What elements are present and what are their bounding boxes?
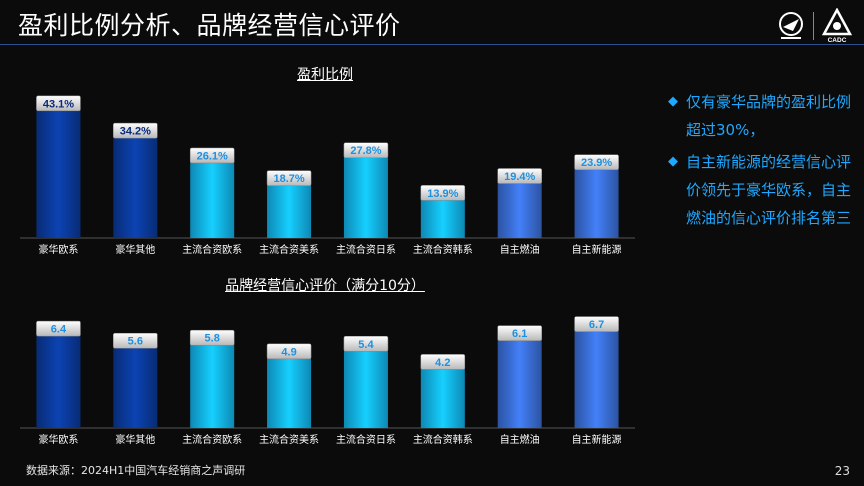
- data-label: 6.7: [589, 319, 604, 331]
- category-label: 主流合资美系: [259, 243, 319, 256]
- data-label: 6.4: [51, 324, 67, 336]
- bar-1: [36, 331, 81, 428]
- category-label: 主流合资日系: [336, 243, 396, 256]
- data-source: 数据来源：2024H1中国汽车经销商之声调研: [26, 464, 246, 477]
- data-label-box: [189, 147, 235, 164]
- category-label: 豪华欧系: [38, 243, 78, 256]
- note-item: ◆ 自主新能源的经营信心评价领先于豪华欧系，自主燃油的信心评价排名第三: [668, 148, 853, 232]
- data-label-box: [574, 316, 619, 332]
- category-label: 主流合资韩系: [413, 243, 473, 256]
- logo-group: CADC: [775, 8, 854, 44]
- data-label: 4.2: [435, 357, 450, 369]
- bar-1: [36, 105, 81, 239]
- bar-2: [113, 343, 158, 428]
- title-divider: [0, 44, 864, 45]
- confidence-chart: 6.4 豪华欧系 5.6 豪华其他 5.8 主流合资欧系 4.9 主流合资美系 5.4 主流合资日…: [20, 316, 635, 446]
- data-label: 5.8: [205, 333, 220, 345]
- data-label: 43.1%: [43, 98, 74, 110]
- category-label: 自主新能源: [572, 433, 622, 446]
- bar-7: [497, 178, 542, 238]
- diamond-bullet-icon: ◆: [668, 154, 678, 169]
- bar-7: [497, 335, 542, 428]
- bar-8: [574, 164, 619, 238]
- category-label: 豪华欧系: [38, 433, 78, 446]
- profit-ratio-chart: 43.1% 豪华欧系 34.2% 豪华其他 26.1% 主流合资欧系 18.7% 主流合资美系…: [20, 95, 635, 256]
- data-label-box: [36, 95, 81, 112]
- data-label: 5.6: [128, 336, 143, 348]
- category-label: 自主燃油: [500, 433, 540, 446]
- category-label: 主流合资美系: [259, 433, 319, 446]
- data-label: 6.1: [512, 328, 527, 340]
- bar-5: [343, 346, 388, 428]
- data-label: 4.9: [281, 346, 296, 358]
- brand-logo-icon: [779, 12, 803, 39]
- chart-title-profit: 盈利比例: [297, 67, 353, 83]
- bar-4: [267, 180, 312, 238]
- data-label-box: [113, 332, 158, 349]
- data-label-box: [343, 336, 389, 352]
- data-label-box: [420, 185, 466, 201]
- page-title: 盈利比例分析、品牌经营信心评价: [18, 11, 401, 40]
- data-label-box: [189, 329, 235, 346]
- bar-8: [574, 326, 619, 428]
- data-label: 34.2%: [120, 126, 151, 138]
- notes-panel: ◆ 仅有豪华品牌的盈利比例超过30%， ◆ 自主新能源的经营信心评价领先于豪华欧…: [668, 88, 853, 236]
- page-number: 23: [834, 464, 850, 478]
- data-label-box: [343, 142, 389, 158]
- note-item: ◆ 仅有豪华品牌的盈利比例超过30%，: [668, 88, 853, 144]
- category-label: 自主新能源: [572, 243, 622, 256]
- category-label: 主流合资日系: [336, 433, 396, 446]
- note-text: 仅有豪华品牌的盈利比例超过30%，: [686, 93, 852, 139]
- category-label: 豪华其他: [115, 243, 155, 256]
- bar-3: [190, 157, 235, 238]
- data-label-box: [420, 354, 466, 370]
- data-label: 23.9%: [581, 157, 612, 169]
- category-label: 豪华其他: [115, 433, 155, 446]
- category-label: 自主燃油: [500, 243, 540, 256]
- category-label: 主流合资欧系: [182, 433, 242, 446]
- diamond-bullet-icon: ◆: [668, 94, 678, 109]
- data-label: 26.1%: [197, 150, 228, 162]
- data-label: 19.4%: [504, 171, 535, 183]
- data-label-box: [266, 170, 312, 186]
- data-label-box: [36, 320, 81, 337]
- chart-title-confidence: 品牌经营信心评价（满分10分）: [225, 278, 425, 294]
- data-label-box: [497, 168, 542, 184]
- data-label: 18.7%: [273, 173, 304, 185]
- data-label-box: [113, 122, 158, 139]
- data-label-box: [266, 343, 312, 360]
- bar-6: [420, 364, 465, 428]
- bar-5: [343, 152, 388, 238]
- data-label: 5.4: [358, 339, 374, 351]
- bar-6: [420, 195, 465, 238]
- cadc-logo-icon: CADC: [821, 8, 853, 44]
- data-label-box: [574, 154, 619, 170]
- bar-2: [113, 133, 158, 238]
- note-text: 自主新能源的经营信心评价领先于豪华欧系，自主燃油的信心评价排名第三: [686, 153, 852, 227]
- data-label-box: [497, 325, 542, 341]
- category-label: 主流合资韩系: [413, 433, 473, 446]
- cadc-logo-text: CADC: [828, 37, 847, 44]
- data-label: 13.9%: [427, 188, 458, 200]
- category-label: 主流合资欧系: [182, 243, 242, 256]
- bar-4: [267, 353, 312, 428]
- data-label: 27.8%: [350, 145, 381, 157]
- logo-separator: [813, 12, 814, 40]
- bar-3: [190, 340, 235, 428]
